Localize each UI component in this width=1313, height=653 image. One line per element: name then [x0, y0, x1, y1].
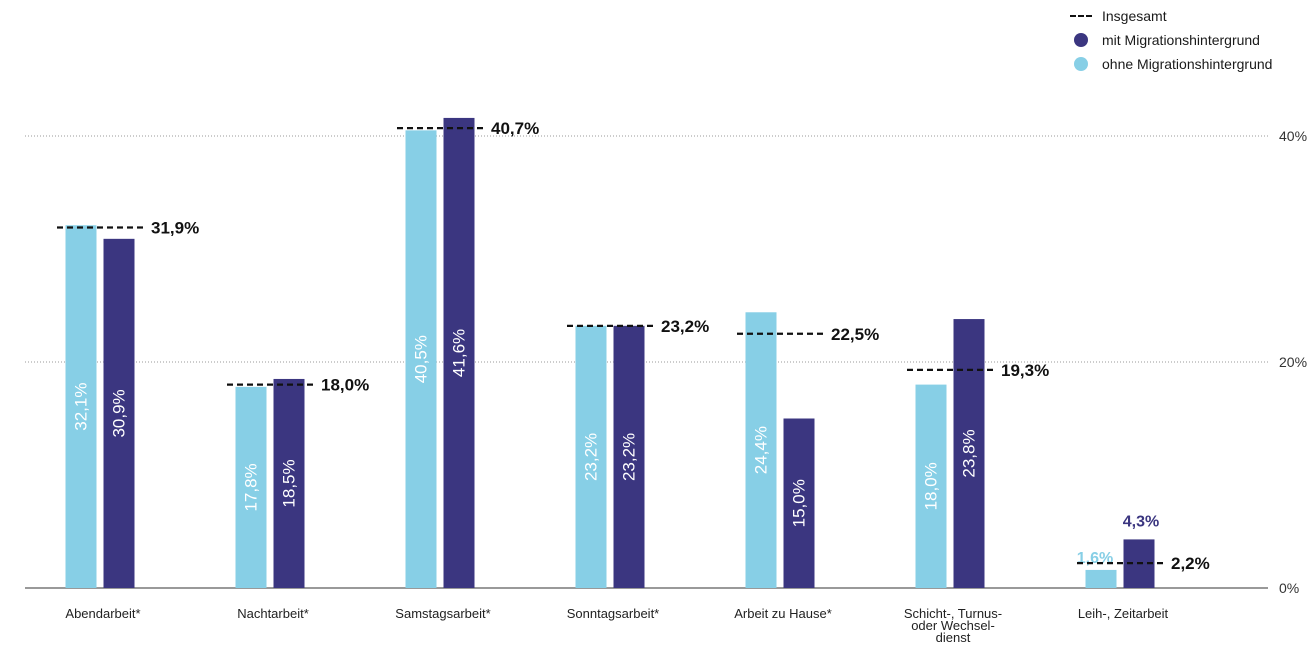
- x-category-label: Samstagsarbeit*: [395, 606, 490, 621]
- x-category-label: oder Wechsel-: [911, 618, 995, 633]
- x-category-label: dienst: [936, 630, 971, 645]
- bar-value-label: 4,3%: [1123, 513, 1159, 530]
- legend: Insgesamt mit Migrationshintergrund ohne…: [1068, 4, 1272, 76]
- bar-value-label: 40,5%: [412, 335, 431, 383]
- bar-ohne: [1085, 569, 1117, 588]
- total-value-label: 19,3%: [1001, 361, 1049, 380]
- dashed-line-icon: [1068, 15, 1094, 17]
- bar-ohne: [575, 325, 607, 588]
- legend-item-with: mit Migrationshintergrund: [1068, 28, 1272, 52]
- bar-value-label: 17,8%: [242, 463, 261, 511]
- legend-label-with: mit Migrationshintergrund: [1102, 32, 1260, 48]
- total-value-label: 23,2%: [661, 317, 709, 336]
- bar-value-label: 41,6%: [450, 329, 469, 377]
- total-value-label: 31,9%: [151, 219, 199, 238]
- bar-value-label: 18,0%: [922, 462, 941, 510]
- bar-value-label: 1,6%: [1077, 550, 1113, 567]
- bar-mit: [103, 238, 135, 588]
- bar-ohne: [405, 130, 437, 588]
- legend-label-without: ohne Migrationshintergrund: [1102, 56, 1273, 72]
- legend-item-total: Insgesamt: [1068, 4, 1272, 28]
- bar-value-label: 32,1%: [72, 383, 91, 431]
- bar-mit: [273, 378, 305, 588]
- bar-ohne: [235, 386, 267, 588]
- bar-value-label: 30,9%: [110, 389, 129, 437]
- bar-value-label: 18,5%: [280, 459, 299, 507]
- bar-mit: [443, 117, 475, 589]
- total-value-label: 40,7%: [491, 119, 539, 138]
- total-value-label: 2,2%: [1171, 554, 1210, 573]
- bar-value-label: 15,0%: [790, 479, 809, 527]
- x-category-label: Arbeit zu Hause*: [734, 606, 832, 621]
- x-category-label: Abendarbeit*: [65, 606, 140, 621]
- y-tick-label: 0%: [1279, 580, 1299, 596]
- y-tick-label: 40%: [1279, 128, 1307, 144]
- bar-mit: [783, 418, 815, 588]
- x-category-label: Sonntagsarbeit*: [567, 606, 660, 621]
- legend-item-without: ohne Migrationshintergrund: [1068, 52, 1272, 76]
- dot-icon: [1068, 57, 1094, 71]
- bar-ohne: [915, 384, 947, 588]
- bar-value-label: 23,8%: [960, 429, 979, 477]
- total-value-label: 18,0%: [321, 376, 369, 395]
- total-value-label: 22,5%: [831, 325, 879, 344]
- bar-mit: [613, 325, 645, 588]
- y-tick-label: 20%: [1279, 354, 1307, 370]
- bar-ohne: [65, 225, 97, 588]
- x-category-label: Leih-, Zeitarbeit: [1078, 606, 1169, 621]
- bar-value-label: 24,4%: [752, 426, 771, 474]
- legend-label-total: Insgesamt: [1102, 8, 1167, 24]
- bar-value-label: 23,2%: [582, 433, 601, 481]
- dot-icon: [1068, 33, 1094, 47]
- x-category-label: Nachtarbeit*: [237, 606, 309, 621]
- bar-mit: [953, 319, 985, 588]
- bar-value-label: 23,2%: [620, 433, 639, 481]
- bar-ohne: [745, 312, 777, 588]
- x-category-label: Schicht-, Turnus-: [904, 606, 1002, 621]
